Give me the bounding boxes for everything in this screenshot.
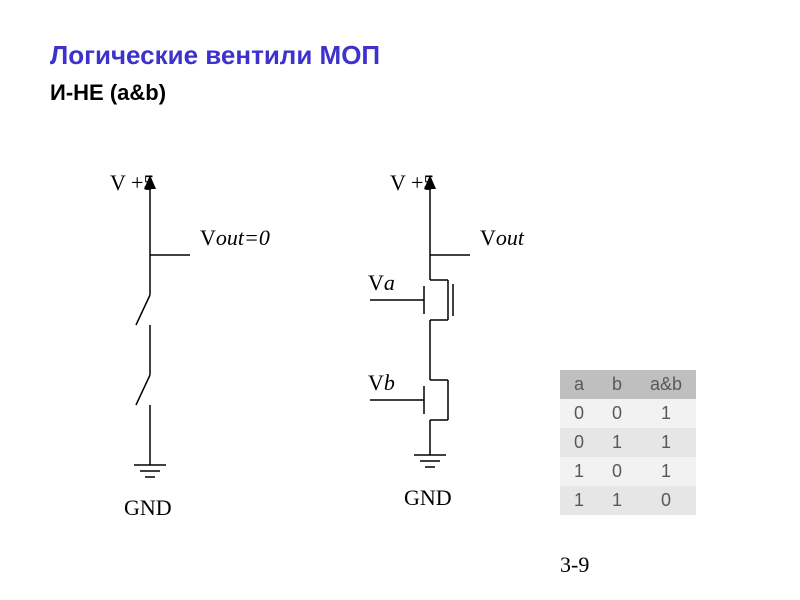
table-cell: 0 bbox=[560, 399, 598, 428]
truth-table: aba&b 001011101110 bbox=[560, 370, 696, 515]
table-col-header: a bbox=[560, 370, 598, 399]
table-cell: 1 bbox=[636, 457, 696, 486]
svg-text:Vout: Vout bbox=[480, 225, 525, 250]
table-col-header: a&b bbox=[636, 370, 696, 399]
table-cell: 0 bbox=[598, 457, 636, 486]
table-cell: 0 bbox=[598, 399, 636, 428]
table-cell: 1 bbox=[598, 428, 636, 457]
table-row: 101 bbox=[560, 457, 696, 486]
table-row: 011 bbox=[560, 428, 696, 457]
left-circuit: V +5Vout=0GND bbox=[110, 170, 270, 520]
table-row: 110 bbox=[560, 486, 696, 515]
table-col-header: b bbox=[598, 370, 636, 399]
table-cell: 1 bbox=[598, 486, 636, 515]
right-circuit: V +5VoutVaVbGND bbox=[368, 170, 525, 510]
svg-text:Vout=0: Vout=0 bbox=[200, 225, 270, 250]
table-cell: 1 bbox=[636, 428, 696, 457]
table-cell: 0 bbox=[560, 428, 598, 457]
svg-text:Vb: Vb bbox=[368, 370, 395, 395]
table-cell: 1 bbox=[636, 399, 696, 428]
svg-text:GND: GND bbox=[404, 485, 452, 510]
table-cell: 1 bbox=[560, 457, 598, 486]
table-row: 001 bbox=[560, 399, 696, 428]
table-cell: 0 bbox=[636, 486, 696, 515]
svg-text:Va: Va bbox=[368, 270, 395, 295]
svg-text:GND: GND bbox=[124, 495, 172, 520]
table-cell: 1 bbox=[560, 486, 598, 515]
